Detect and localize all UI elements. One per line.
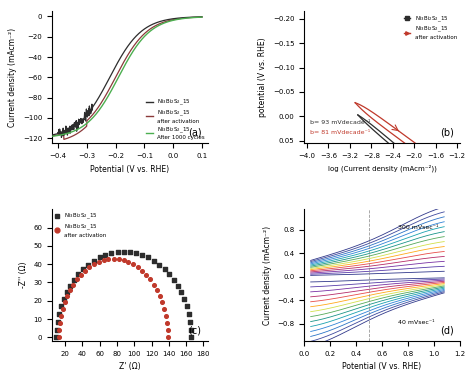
Point [100,257,107,263]
Point [57,304,65,310]
Point [161,306,168,312]
Legend: Ni$_3$Bi$_2$S$_2$_15, Ni$_3$Bi$_2$S$_2$_15
after activation: Ni$_3$Bi$_2$S$_2$_15, Ni$_3$Bi$_2$S$_2$_… [55,212,106,238]
Legend: Ni$_3$Bi$_2$S$_2$_15, Ni$_3$Bi$_2$S$_2$_15
after activation, Ni$_3$Bi$_2$S$_2$_1: Ni$_3$Bi$_2$S$_2$_15, Ni$_3$Bi$_2$S$_2$_… [146,98,205,141]
Point [181,296,188,302]
Legend: Ni$_3$Bi$_2$S$_2$_15, Ni$_3$Bi$_2$S$_2$_15
after activation: Ni$_3$Bi$_2$S$_2$_15, Ni$_3$Bi$_2$S$_2$_… [404,14,457,40]
Text: b= 93 mVdecade⁻¹: b= 93 mVdecade⁻¹ [310,119,371,125]
Point [95,259,102,265]
Point [161,266,168,272]
Point [105,256,112,262]
Point [138,268,146,274]
Point [70,277,78,283]
Point [186,319,194,325]
Point [61,299,69,305]
Point [187,326,195,332]
Point [56,320,64,326]
Point [77,272,84,278]
Point [81,268,89,274]
Y-axis label: Current density (mAcm⁻²): Current density (mAcm⁻²) [9,28,18,127]
Point [164,327,172,333]
Point [85,264,93,270]
Point [57,313,65,319]
Point [126,249,134,255]
Point [108,250,115,256]
Point [153,287,161,293]
X-axis label: Potential (V vs. RHE): Potential (V vs. RHE) [91,164,170,174]
Point [156,293,164,299]
Text: b= 81 mVdecade⁻¹: b= 81 mVdecade⁻¹ [310,130,371,135]
Point [84,262,92,268]
Point [59,306,66,312]
Point [80,266,87,272]
Point [150,282,157,288]
Point [101,252,109,258]
Point [138,252,146,258]
Point [150,258,158,264]
Point [55,327,63,333]
Point [145,254,152,260]
Point [54,319,62,325]
Text: 300 mVsec⁻¹: 300 mVsec⁻¹ [398,225,438,230]
Point [90,261,98,267]
Y-axis label: -Z'' (Ω): -Z'' (Ω) [19,262,28,288]
Point [134,264,142,270]
Y-axis label: Current density (mAcm⁻²): Current density (mAcm⁻²) [263,226,272,325]
Point [63,289,70,295]
Point [174,283,182,289]
Point [183,304,191,310]
Point [60,296,67,302]
Point [96,254,103,260]
Point [125,259,132,265]
X-axis label: Z' (Ω): Z' (Ω) [119,362,141,371]
Point [164,334,172,340]
Point [70,282,77,288]
Text: (b): (b) [440,128,454,138]
Point [120,257,128,263]
Point [188,334,195,340]
Point [53,326,61,332]
Text: (a): (a) [188,128,201,138]
Point [165,271,173,277]
Text: (d): (d) [440,326,454,336]
Point [155,262,163,268]
Point [55,334,63,340]
Point [177,289,185,295]
Text: (c): (c) [189,326,201,336]
X-axis label: log (Current density (mAcm⁻²)): log (Current density (mAcm⁻²)) [328,164,437,172]
Text: 40 mVsec⁻¹: 40 mVsec⁻¹ [398,320,434,325]
Point [75,271,82,277]
Point [146,276,154,282]
Point [129,261,137,267]
Point [55,311,63,317]
Point [158,299,166,305]
Point [66,287,74,293]
Point [53,334,60,340]
Y-axis label: potential (V vs. RHE): potential (V vs. RHE) [258,38,267,117]
Point [109,256,117,262]
Point [120,249,128,255]
Point [143,272,150,278]
Point [64,293,71,299]
Point [170,277,177,283]
Point [90,258,98,264]
Point [73,276,81,282]
Point [163,320,171,326]
Point [162,313,170,319]
Point [115,256,122,262]
Point [185,311,192,317]
Point [132,250,140,256]
X-axis label: Potential (V vs. RHE): Potential (V vs. RHE) [342,362,421,371]
Point [66,283,74,289]
Point [114,249,121,255]
